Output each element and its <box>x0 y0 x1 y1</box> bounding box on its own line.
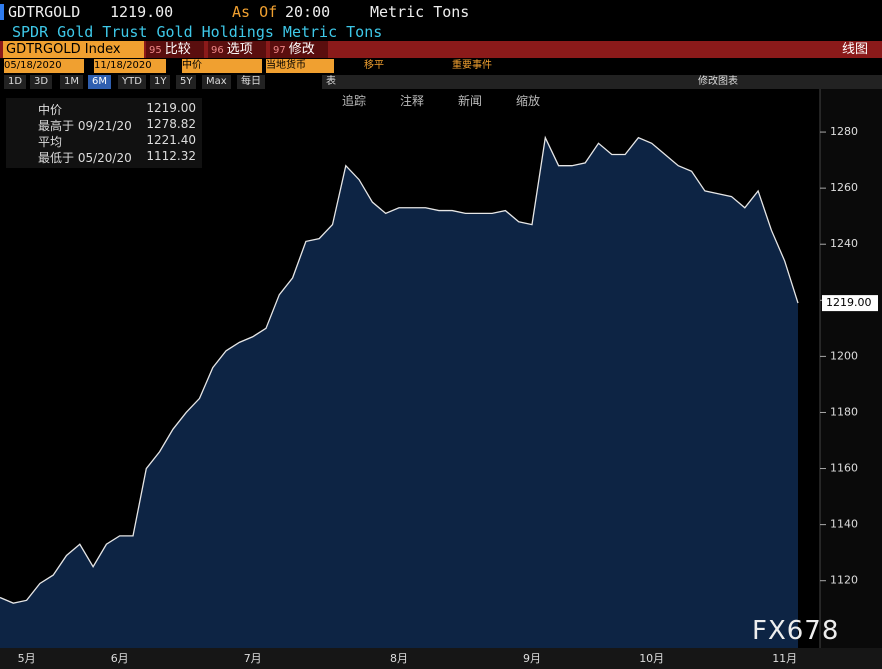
header: GDTRGOLD 1219.00 As Of 20:00 Metric Tons <box>0 3 882 23</box>
range-button[interactable]: YTD <box>118 75 146 89</box>
button-label: 修改 <box>288 42 315 57</box>
table[interactable]: 表 <box>322 75 340 89</box>
as-of: As Of <box>232 3 278 21</box>
area-fill <box>0 137 798 648</box>
button-code: 97 <box>273 45 286 56</box>
range-button[interactable]: 3D <box>30 75 53 89</box>
range-button[interactable]: 5Y <box>176 75 197 89</box>
legend-label: 中价 <box>38 103 63 117</box>
legend: 中价 1219.00 最高于 09/21/20 1278.82 平均 1221.40 最低于… <box>6 98 202 168</box>
x-tick-label: 9月 <box>523 652 541 665</box>
y-tick-label: 1120 <box>830 574 858 587</box>
chart-tool[interactable]: 追踪 <box>342 94 367 108</box>
y-axis-band <box>820 88 882 648</box>
start-date[interactable]: 05/18/2020 <box>4 59 84 73</box>
chart-tool[interactable]: 新闻 <box>458 94 483 108</box>
y-tick-label: 1140 <box>830 518 858 531</box>
legend-label: 最低于 05/20/20 <box>38 151 132 165</box>
last-value-box <box>822 295 878 312</box>
legend-value: 1278.82 <box>146 117 196 131</box>
legend-value: 1219.00 <box>146 101 196 115</box>
y-tick-label: 1200 <box>830 349 858 362</box>
button-code: 96 <box>211 45 224 56</box>
events[interactable]: 重要事件 <box>452 60 492 71</box>
edit-bar: 修改图表 <box>340 75 882 89</box>
marker <box>0 4 4 20</box>
chart-tool[interactable]: 缩放 <box>516 94 541 108</box>
legend-label: 平均 <box>38 135 63 149</box>
x-tick-label: 5月 <box>18 652 36 665</box>
button-code: 95 <box>149 45 162 56</box>
end-date[interactable]: 11/18/2020 <box>94 59 166 73</box>
edit-chart[interactable]: 修改图表 <box>698 76 738 87</box>
chart-tool[interactable]: 注释 <box>400 94 425 108</box>
x-tick-label: 7月 <box>244 652 262 665</box>
button-label: 选项 <box>226 42 253 57</box>
range-button[interactable]: 6M <box>88 75 111 89</box>
x-tick-label: 8月 <box>390 652 408 665</box>
x-axis-band <box>0 648 882 669</box>
watermark: FX678 <box>752 616 840 646</box>
y-tick-label: 1160 <box>830 462 858 475</box>
range-button[interactable]: 1M <box>60 75 83 89</box>
area-line <box>0 135 799 604</box>
currency[interactable]: 当地货币 <box>266 59 334 73</box>
security[interactable]: GDTRGOLD Index <box>3 41 144 58</box>
y-tick-label: 1260 <box>830 181 858 194</box>
toolbar: GDTRGOLD Index 95 比较 96 选项 97 修改 线图 <box>0 41 882 58</box>
toolbar-button[interactable]: 96 选项 <box>208 41 266 58</box>
frequency[interactable]: 每日 <box>237 75 265 89</box>
legend-value: 1221.40 <box>146 133 196 147</box>
time: 20:00 <box>285 3 331 21</box>
x-tick-label: 10月 <box>639 652 664 665</box>
range-button[interactable]: Max <box>202 75 231 89</box>
x-tick-label: 6月 <box>111 652 129 665</box>
description: SPDR Gold Trust Gold Holdings Metric Ton… <box>12 23 383 41</box>
y-tick-label: 1180 <box>830 405 858 418</box>
range-button[interactable]: 1D <box>4 75 27 89</box>
chart-type[interactable]: 线图 <box>841 42 868 57</box>
x-tick-label: 11月 <box>772 652 797 665</box>
toolbar-button[interactable]: 95 比较 <box>146 41 204 58</box>
toolbar-button[interactable]: 97 修改 <box>270 41 328 58</box>
ticker: GDTRGOLD <box>8 3 81 21</box>
legend-label: 最高于 09/21/20 <box>38 119 132 133</box>
y-tick-label: 1240 <box>830 237 858 250</box>
last-value-label: 1219.00 <box>826 296 872 309</box>
y-tick-label: 1280 <box>830 125 858 138</box>
units: Metric Tons <box>370 3 470 21</box>
legend-value: 1112.32 <box>146 149 196 163</box>
price: 1219.00 <box>110 3 174 21</box>
button-label: 比较 <box>164 42 191 57</box>
range-button[interactable]: 1Y <box>150 75 171 89</box>
field[interactable]: 中价 <box>182 59 262 73</box>
moving[interactable]: 移平 <box>364 60 384 71</box>
